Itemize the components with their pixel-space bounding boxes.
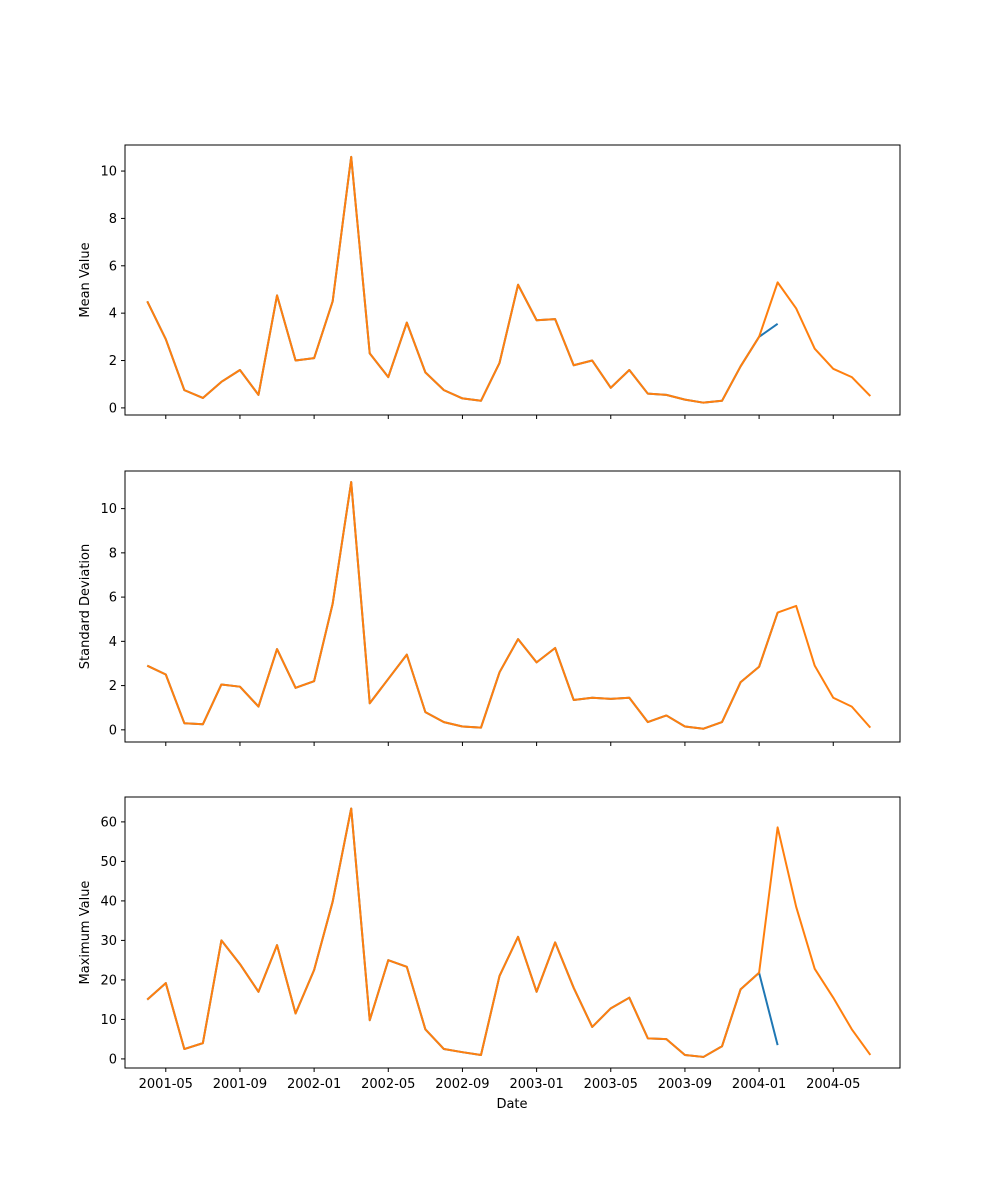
plot-frame [124, 144, 901, 416]
series-line-series_b [146, 155, 872, 404]
y-axis-label: Mean Value [78, 242, 93, 317]
subplots: 0 2 4 6 8 10 Mean Value 0 2 4 6 8 10 Standard Deviati… [78, 144, 901, 1092]
y-tick-label: 4 [109, 635, 117, 650]
y-axis-label: Maximum Value [78, 881, 93, 985]
series-line-series_b [146, 807, 872, 1058]
x-tick-label: 2002-09 [435, 1077, 489, 1092]
x-tick-label: 2003-05 [584, 1077, 638, 1092]
x-tick-label: 2002-05 [361, 1077, 415, 1092]
x-tick-label: 2004-05 [806, 1077, 860, 1092]
subplot-3: 0 10 20 30 40 50 60 Maximum Value 2001-05 2001-09… [78, 796, 901, 1092]
x-tick-label: 2003-09 [658, 1077, 712, 1092]
plot-frame [124, 470, 901, 743]
y-tick-label: 10 [100, 1013, 117, 1028]
y-axis-label: Standard Deviation [78, 544, 93, 669]
x-tick-label: 2001-09 [213, 1077, 267, 1092]
y-tick-label: 60 [100, 815, 117, 830]
series-group [146, 807, 872, 1058]
y-tick-label: 10 [100, 502, 117, 517]
plot-frame [124, 796, 901, 1069]
y-tick-label: 2 [109, 679, 117, 694]
x-axis-label: Date [496, 1097, 527, 1112]
y-tick-label: 0 [109, 401, 117, 416]
y-tick-label: 0 [109, 723, 117, 738]
y-tick-label: 20 [100, 973, 117, 988]
x-tick-label: 2001-05 [139, 1077, 193, 1092]
subplot-1: 0 2 4 6 8 10 Mean Value [78, 144, 901, 419]
y-tick-label: 6 [109, 591, 117, 606]
y-tick-label: 8 [109, 546, 117, 561]
y-tick-label: 6 [109, 259, 117, 274]
y-tick-label: 40 [100, 894, 117, 909]
y-tick-label: 10 [100, 165, 117, 180]
y-tick-label: 4 [109, 307, 117, 322]
subplot-2: 0 2 4 6 8 10 Standard Deviation [78, 470, 901, 746]
series-line-series_b [146, 481, 872, 730]
x-tick-label: 2004-01 [732, 1077, 786, 1092]
y-tick-label: 0 [109, 1052, 117, 1067]
x-tick-label: 2002-01 [287, 1077, 341, 1092]
y-tick-label: 2 [109, 354, 117, 369]
series-group [146, 481, 872, 730]
y-tick-label: 50 [100, 855, 117, 870]
y-tick-label: 8 [109, 212, 117, 227]
series-group [146, 155, 872, 404]
x-tick-label: 2003-01 [509, 1077, 563, 1092]
y-tick-label: 30 [100, 934, 117, 949]
